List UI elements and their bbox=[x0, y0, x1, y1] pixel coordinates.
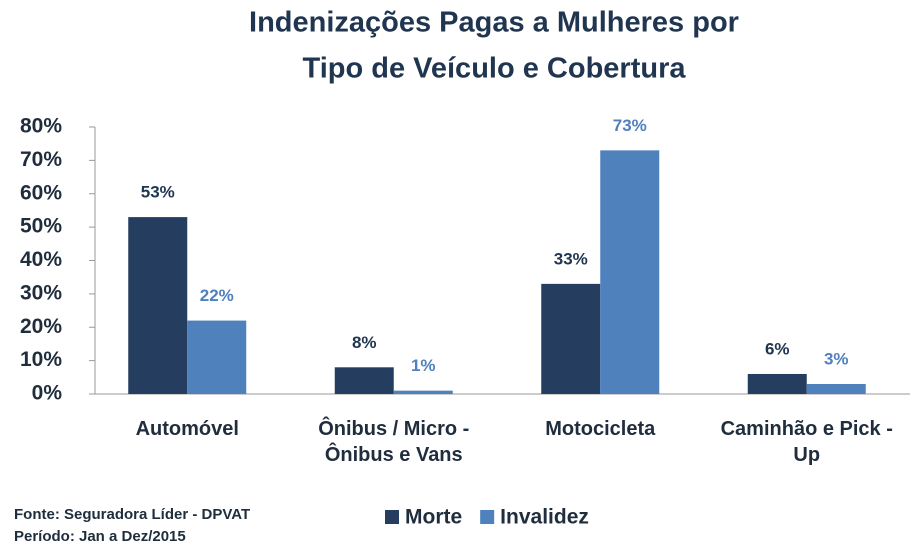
bar bbox=[128, 217, 188, 394]
value-label: 1% bbox=[411, 356, 436, 375]
y-tick-label: 40% bbox=[20, 248, 62, 271]
y-tick-label: 60% bbox=[20, 181, 62, 204]
value-label: 22% bbox=[200, 286, 234, 305]
y-tick-label: 70% bbox=[20, 148, 62, 171]
value-label: 53% bbox=[141, 183, 175, 202]
bar bbox=[600, 150, 660, 394]
x-tick-label: Automóvel bbox=[135, 418, 239, 440]
legend-label: Invalidez bbox=[500, 506, 589, 529]
chart-title: Indenizações Pagas a Mulheres por bbox=[249, 7, 739, 39]
bar bbox=[806, 383, 866, 394]
source-note: Fonte: Seguradora Líder - DPVAT bbox=[14, 506, 251, 523]
legend-swatch bbox=[480, 510, 495, 524]
y-tick-label: 50% bbox=[20, 215, 62, 238]
chart-title: Tipo de Veículo e Cobertura bbox=[303, 53, 687, 85]
legend-swatch bbox=[385, 510, 399, 524]
period-note: Período: Jan a Dez/2015 bbox=[14, 528, 186, 545]
legend-label: Morte bbox=[405, 506, 462, 529]
y-tick-label: 80% bbox=[20, 115, 62, 138]
x-tick-label: Ônibus / Micro - Ônibus e Vans bbox=[318, 418, 470, 466]
y-tick-label: 10% bbox=[20, 348, 62, 371]
bar bbox=[747, 373, 807, 394]
y-tick-label: 20% bbox=[20, 315, 62, 338]
bar bbox=[541, 283, 601, 394]
value-label: 3% bbox=[824, 349, 849, 368]
bar bbox=[393, 390, 453, 394]
bar bbox=[187, 320, 247, 394]
value-label: 73% bbox=[613, 116, 647, 135]
y-tick-label: 0% bbox=[32, 382, 63, 405]
value-label: 6% bbox=[765, 339, 790, 358]
x-tick-label: Motocicleta bbox=[545, 418, 656, 440]
bar bbox=[334, 367, 394, 394]
x-tick-label: Caminhão e Pick - Up bbox=[720, 418, 893, 466]
y-tick-label: 30% bbox=[20, 281, 62, 304]
value-label: 8% bbox=[352, 333, 377, 352]
value-label: 33% bbox=[554, 249, 588, 268]
